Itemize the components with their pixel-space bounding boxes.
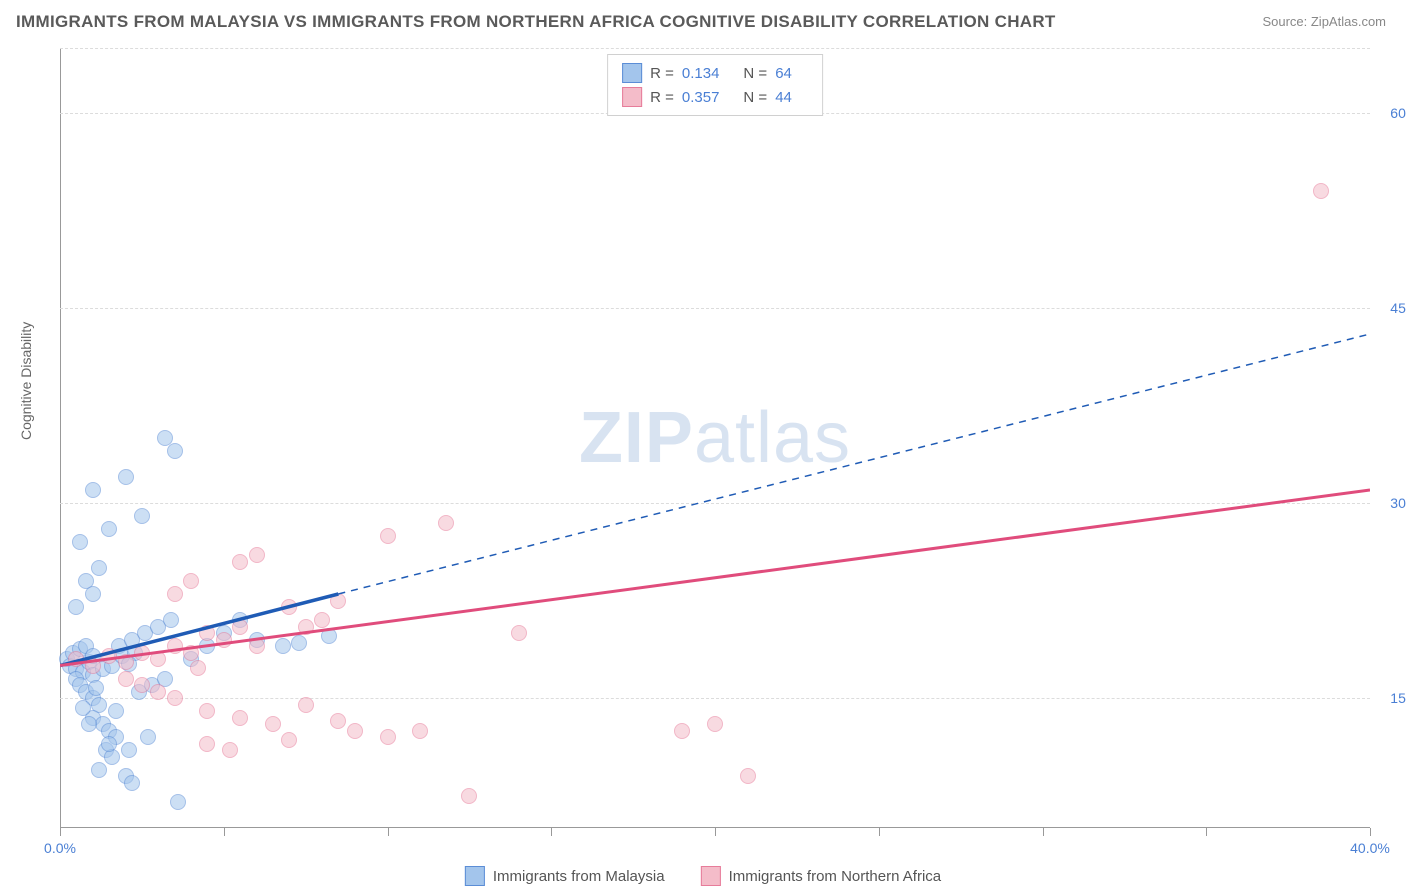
scatter-point [249, 638, 265, 654]
scatter-point [183, 645, 199, 661]
scatter-point [81, 716, 97, 732]
legend-item-nafrica: Immigrants from Northern Africa [701, 866, 942, 886]
scatter-point [298, 697, 314, 713]
scatter-point [85, 586, 101, 602]
scatter-point [140, 729, 156, 745]
scatter-point [167, 638, 183, 654]
watermark: ZIPatlas [579, 397, 851, 479]
scatter-point [150, 684, 166, 700]
swatch-nafrica [622, 87, 642, 107]
scatter-point [321, 628, 337, 644]
scatter-point [163, 612, 179, 628]
scatter-point [91, 762, 107, 778]
scatter-point [134, 645, 150, 661]
scatter-point [167, 690, 183, 706]
scatter-point [380, 729, 396, 745]
y-axis-label: Cognitive Disability [18, 322, 34, 440]
y-axis-line [60, 48, 61, 828]
scatter-point [380, 528, 396, 544]
scatter-point [118, 671, 134, 687]
scatter-point [232, 619, 248, 635]
scatter-point [222, 742, 238, 758]
scatter-point [232, 554, 248, 570]
scatter-point [170, 794, 186, 810]
scatter-point [150, 651, 166, 667]
scatter-point [183, 573, 199, 589]
scatter-point [199, 703, 215, 719]
scatter-point [85, 482, 101, 498]
scatter-point [232, 710, 248, 726]
legend-row-malaysia: R = 0.134 N = 64 [622, 61, 808, 85]
scatter-point [330, 593, 346, 609]
scatter-point [118, 469, 134, 485]
scatter-point [249, 547, 265, 563]
scatter-point [91, 560, 107, 576]
source-attribution: Source: ZipAtlas.com [1262, 14, 1386, 29]
scatter-point [134, 508, 150, 524]
scatter-point [101, 648, 117, 664]
scatter-point [108, 703, 124, 719]
scatter-point [412, 723, 428, 739]
scatter-point [118, 654, 134, 670]
scatter-point [511, 625, 527, 641]
scatter-point [438, 515, 454, 531]
chart-container: IMMIGRANTS FROM MALAYSIA VS IMMIGRANTS F… [0, 0, 1406, 892]
scatter-point [674, 723, 690, 739]
scatter-point [314, 612, 330, 628]
scatter-point [1313, 183, 1329, 199]
scatter-point [347, 723, 363, 739]
scatter-point [167, 443, 183, 459]
swatch-nafrica-icon [701, 866, 721, 886]
legend-item-malaysia: Immigrants from Malaysia [465, 866, 665, 886]
scatter-point [291, 635, 307, 651]
scatter-point [85, 658, 101, 674]
correlation-legend: R = 0.134 N = 64 R = 0.357 N = 44 [607, 54, 823, 116]
swatch-malaysia-icon [465, 866, 485, 886]
scatter-point [298, 619, 314, 635]
scatter-point [121, 742, 137, 758]
scatter-point [199, 625, 215, 641]
scatter-point [75, 700, 91, 716]
scatter-point [275, 638, 291, 654]
scatter-point [281, 732, 297, 748]
scatter-point [68, 599, 84, 615]
scatter-point [88, 680, 104, 696]
scatter-point [707, 716, 723, 732]
series-legend: Immigrants from Malaysia Immigrants from… [465, 866, 941, 886]
scatter-point [265, 716, 281, 732]
legend-row-nafrica: R = 0.357 N = 44 [622, 85, 808, 109]
scatter-point [124, 775, 140, 791]
scatter-point [167, 586, 183, 602]
scatter-point [216, 632, 232, 648]
scatter-point [72, 534, 88, 550]
scatter-point [199, 736, 215, 752]
chart-title: IMMIGRANTS FROM MALAYSIA VS IMMIGRANTS F… [16, 12, 1056, 32]
scatter-point [740, 768, 756, 784]
scatter-point [134, 677, 150, 693]
scatter-point [101, 736, 117, 752]
scatter-point [190, 660, 206, 676]
scatter-point [68, 651, 84, 667]
scatter-point [101, 521, 117, 537]
plot-area: ZIPatlas 15.0%30.0%45.0%60.0% 0.0%40.0% … [60, 48, 1370, 828]
trend-lines [60, 48, 1370, 828]
scatter-point [330, 713, 346, 729]
scatter-point [281, 599, 297, 615]
swatch-malaysia [622, 63, 642, 83]
scatter-point [461, 788, 477, 804]
